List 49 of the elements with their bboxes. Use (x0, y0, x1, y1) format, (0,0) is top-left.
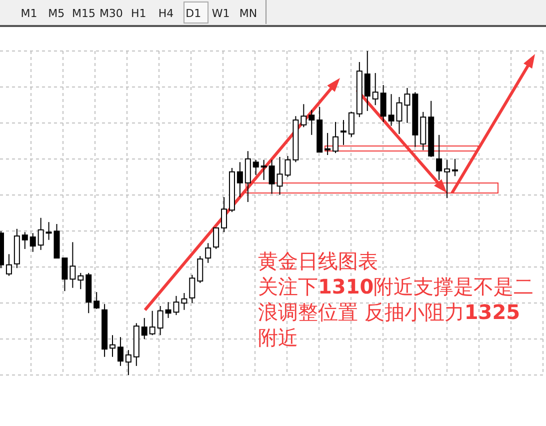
text: D1 (186, 7, 202, 20)
candlestick (30, 232, 36, 252)
text: M5 (48, 7, 65, 20)
candlestick (268, 159, 275, 194)
candlestick (372, 72, 378, 106)
candlestick (78, 272, 84, 290)
candlestick (117, 336, 124, 366)
candlestick (340, 120, 346, 146)
candlestick (260, 159, 267, 180)
text: M1 (20, 7, 38, 20)
candlestick (252, 159, 259, 176)
candlestick (348, 111, 354, 138)
candlestick (205, 242, 212, 264)
candlestick (94, 292, 100, 310)
candlestick (444, 159, 450, 199)
candlestick (308, 109, 315, 136)
candlestick (221, 196, 228, 233)
candlestick (236, 162, 243, 198)
candlestick (244, 150, 251, 202)
candlestick (38, 217, 44, 250)
candlestick (404, 87, 410, 124)
candlestick (197, 256, 204, 284)
text: M30 (99, 7, 123, 20)
text: H1 (130, 7, 146, 20)
candlestick (181, 292, 188, 310)
candlestick (141, 317, 148, 340)
candlestick (70, 242, 76, 288)
candlestick (149, 310, 156, 336)
text: H4 (158, 7, 174, 20)
candlestick (110, 334, 116, 358)
annotation: 黄金日线图表 (258, 249, 378, 273)
candlestick (157, 305, 164, 336)
candlestick (324, 132, 331, 156)
candlestick (332, 121, 339, 154)
text: W1 (212, 7, 230, 20)
text: MN (239, 7, 258, 20)
candlestick (125, 350, 132, 376)
candlestick (22, 232, 28, 250)
candlestick (213, 227, 220, 250)
candlestick (189, 274, 196, 304)
candlestick (6, 254, 12, 276)
text: M15 (72, 7, 96, 20)
candlestick (436, 134, 442, 180)
candlestick (452, 158, 458, 177)
text: 关注下1310附近支撑是不是二浪调整位置 反抽小阻力1325附近 (258, 274, 534, 350)
candlestick (46, 222, 52, 240)
candlestick (300, 104, 307, 128)
candlestick (380, 84, 386, 122)
candlestick (364, 50, 370, 112)
